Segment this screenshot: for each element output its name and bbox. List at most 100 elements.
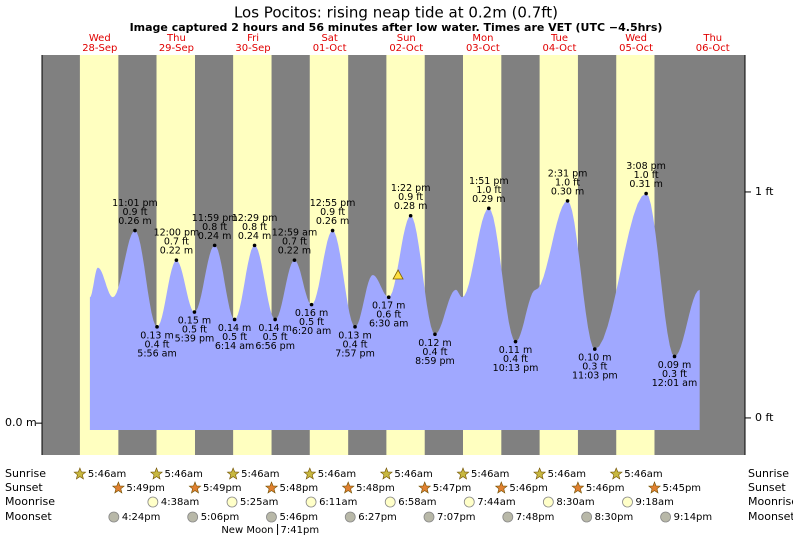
sunrise-icon <box>609 467 623 480</box>
sunset-time: 5:47pm <box>433 483 472 494</box>
extreme-dot <box>386 295 391 300</box>
extreme-dot <box>353 325 357 329</box>
extreme-label: 11:03 pm <box>572 371 618 382</box>
extreme-label: 1:22 pm <box>391 183 431 194</box>
extreme-label: 11:01 pm <box>112 198 158 209</box>
sunset-icon <box>571 481 585 494</box>
extreme-dot <box>433 332 437 337</box>
day-name: Mon <box>472 33 493 44</box>
extreme-label: 0.9 ft <box>320 207 345 218</box>
extreme-label: 0.14 m <box>258 323 291 334</box>
row-label: Moonrise <box>5 495 55 508</box>
sunset-icon <box>341 481 355 494</box>
extreme-label: 0.7 ft <box>282 237 307 248</box>
extreme-label: 6:20 am <box>292 326 331 337</box>
extreme-label: 3:08 pm <box>626 161 666 172</box>
moonrise-icon <box>463 496 475 508</box>
day-name: Fri <box>247 33 259 44</box>
extreme-label: 0.26 m <box>316 216 349 227</box>
day-name: Thu <box>166 33 186 44</box>
extreme-label: 1.0 ft <box>476 185 501 196</box>
extreme-label: 6:56 pm <box>255 341 295 352</box>
moonset-icon <box>581 511 593 523</box>
moonset-time: 5:06pm <box>201 512 240 523</box>
extreme-label: 0.4 ft <box>503 354 528 365</box>
row-label-right: Sunset <box>748 481 786 494</box>
extreme-label: 0.30 m <box>551 186 584 197</box>
extreme-label: 0.10 m <box>578 353 611 364</box>
extreme-label: 11:59 pm <box>192 213 238 224</box>
day-date: 30-Sep <box>235 43 270 54</box>
moonrise-icon <box>384 496 396 508</box>
extreme-dot <box>486 206 491 211</box>
day-date: 04-Oct <box>543 43 577 54</box>
moonset-time: 8:30pm <box>595 512 634 523</box>
extreme-label: 0.12 m <box>418 338 451 349</box>
day-name: Tue <box>550 33 568 44</box>
extreme-label: 7:57 pm <box>335 348 375 359</box>
extreme-dot <box>672 354 677 359</box>
extreme-label: 0.5 ft <box>263 332 288 343</box>
sunrise-icon <box>456 467 470 480</box>
day-date: 03-Oct <box>466 43 500 54</box>
sunset-time: 5:46pm <box>586 483 625 494</box>
extreme-label: 12:00 pm <box>154 228 200 239</box>
moonset-icon <box>423 511 435 523</box>
sunrise-time: 5:46am <box>624 469 662 480</box>
chart-subtitle: Image captured 2 hours and 56 minutes af… <box>130 21 663 34</box>
day-name: Sat <box>321 33 337 44</box>
y-tick-label: 0.0 m <box>5 416 37 429</box>
extreme-label: 0.13 m <box>338 330 371 341</box>
extreme-dot <box>513 339 518 344</box>
moonset-time: 9:14pm <box>674 512 713 523</box>
extreme-label: 0.14 m <box>218 323 251 334</box>
day-date: 01-Oct <box>313 43 347 54</box>
extreme-label: 0.11 m <box>499 345 532 356</box>
extreme-label: 0.9 ft <box>122 207 147 218</box>
moon-phase-time: 7:41pm <box>281 525 320 536</box>
extreme-dot <box>155 325 159 329</box>
moonset-time: 5:46pm <box>279 512 318 523</box>
sunrise-time: 5:46am <box>548 469 586 480</box>
sunset-time: 5:46pm <box>509 483 548 494</box>
extreme-label: 0.16 m <box>295 308 328 319</box>
extreme-label: 1.0 ft <box>555 177 580 188</box>
y2-tick-label: 1 ft <box>755 185 774 198</box>
extreme-dot <box>592 347 597 351</box>
moonrise-icon <box>622 496 633 508</box>
extreme-label: 0.4 ft <box>145 339 170 350</box>
extreme-label: 6:14 am <box>215 341 254 352</box>
extreme-label: 1.0 ft <box>634 170 659 181</box>
day-date: 05-Oct <box>619 43 653 54</box>
moonset-icon <box>108 511 120 523</box>
extreme-label: 0.7 ft <box>164 237 189 248</box>
day-name: Thu <box>702 33 722 44</box>
extreme-label: 0.3 ft <box>662 369 687 380</box>
extreme-label: 12:29 pm <box>232 213 278 224</box>
sunset-time: 5:48pm <box>280 483 319 494</box>
row-label: Sunrise <box>5 467 46 480</box>
extreme-label: 0.4 ft <box>422 347 447 358</box>
extreme-label: 0.28 m <box>394 201 427 212</box>
extreme-label: 0.13 m <box>140 330 173 341</box>
extreme-label: 0.17 m <box>372 301 405 312</box>
sunset-icon <box>265 481 279 494</box>
day-date: 02-Oct <box>389 43 423 54</box>
sunset-time: 5:48pm <box>356 483 395 494</box>
sunset-icon <box>111 481 125 494</box>
extreme-label: 0.31 m <box>629 179 662 190</box>
extreme-label: 1:51 pm <box>469 176 509 187</box>
sunset-icon <box>494 481 508 494</box>
extreme-dot <box>273 317 277 322</box>
row-label-right: Moonrise <box>748 495 793 508</box>
sunrise-time: 5:46am <box>318 469 356 480</box>
sunrise-icon <box>379 467 393 480</box>
extreme-dot <box>565 199 570 203</box>
extreme-dot <box>330 228 335 233</box>
sunrise-icon <box>303 467 317 480</box>
row-label-right: Moonset <box>748 510 793 523</box>
extreme-label: 0.5 ft <box>222 332 247 343</box>
sunrise-icon <box>533 467 547 480</box>
